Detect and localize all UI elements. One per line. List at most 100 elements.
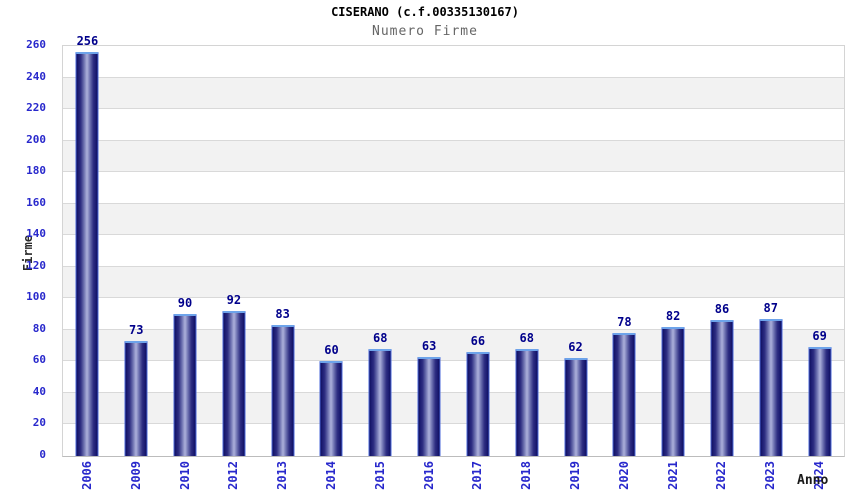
y-tick-label: 260 (26, 38, 46, 51)
x-tick-label: 2023 (763, 461, 778, 490)
bar (612, 333, 636, 456)
bar (466, 351, 490, 456)
bar-slot: 87 (746, 46, 795, 456)
bar-slot: 68 (502, 46, 551, 456)
bar-slot: 60 (307, 46, 356, 456)
gridline (63, 171, 844, 173)
gridline (63, 139, 844, 141)
bar-slot: 256 (63, 35, 112, 456)
x-tick-label: 2006 (79, 461, 94, 490)
x-tick-slot: 2023 (746, 456, 795, 500)
y-tick-label: 60 (32, 353, 46, 367)
x-tick-label: 2009 (128, 461, 143, 490)
x-tick-slot: 2019 (551, 456, 600, 500)
x-tick-slot: 2006 (63, 456, 112, 500)
chart-title: CISERANO (c.f.00335130167) (331, 5, 519, 19)
x-tick-slot: 2020 (600, 456, 649, 500)
plot-band (63, 77, 844, 110)
gridline (63, 202, 844, 204)
bar-value-label: 90 (177, 296, 193, 311)
bar (319, 361, 343, 456)
x-tick-label: 2021 (665, 461, 680, 490)
bar (173, 314, 197, 456)
bar-value-label: 256 (76, 34, 99, 49)
bar-value-label: 92 (226, 292, 242, 307)
bar-slot: 62 (551, 46, 600, 456)
bar-slot: 83 (258, 46, 307, 456)
bar-value-label: 60 (324, 343, 339, 358)
x-tick-slot: 2010 (161, 456, 210, 500)
bar-value-label: 66 (470, 333, 486, 348)
bar (75, 52, 99, 456)
plot-band (63, 46, 844, 78)
bar (222, 310, 246, 456)
bar-value-label: 68 (373, 330, 388, 345)
bar (564, 358, 588, 456)
gridline (63, 391, 844, 393)
bar (417, 356, 441, 456)
y-tick-label: 0 (39, 448, 46, 461)
gridline (63, 297, 844, 299)
x-tick-label: 2018 (519, 461, 534, 490)
x-tick-slot: 2017 (454, 456, 503, 500)
plot-band (63, 109, 844, 141)
x-tick-slot: 2015 (356, 456, 405, 500)
bar-slot: 73 (112, 46, 161, 456)
y-tick-label: 220 (26, 101, 46, 115)
plot-band (63, 235, 844, 267)
bar-slot: 66 (454, 46, 503, 456)
x-tick-label: 2014 (323, 461, 338, 490)
bar-slot: 68 (356, 46, 405, 456)
bar (271, 325, 295, 456)
bar (808, 347, 832, 456)
gridline (63, 423, 844, 425)
x-tick-slot: 2016 (405, 456, 454, 500)
bar-slot: 90 (161, 46, 210, 456)
bar-value-label: 86 (714, 302, 730, 317)
bar-value-label: 63 (421, 338, 437, 353)
gridline (63, 265, 844, 267)
x-tick-label: 2019 (568, 461, 583, 490)
y-axis-labels: 0 20 40 60 80 100 120 140 160 180 200 220 240 260 (0, 39, 55, 461)
bar-value-label: 83 (275, 307, 290, 322)
x-tick-slot: 2012 (209, 456, 258, 500)
x-tick-slot: 2013 (258, 456, 307, 500)
x-tick-label: 2016 (421, 461, 436, 490)
y-tick-label: 80 (32, 321, 46, 335)
bar-value-label: 68 (519, 330, 534, 345)
y-tick-label: 140 (26, 227, 46, 241)
y-tick-label: 120 (26, 258, 46, 272)
y-tick-label: 20 (32, 416, 46, 430)
bar-slot: 92 (209, 46, 258, 456)
gridline (63, 234, 844, 236)
bar-value-label: 87 (763, 300, 778, 315)
y-tick-label: 240 (26, 69, 46, 83)
y-tick-label: 200 (26, 132, 46, 146)
y-tick-label: 100 (26, 290, 46, 304)
bar (368, 348, 392, 456)
plot-band (63, 203, 844, 236)
y-tick-label: 40 (32, 384, 46, 398)
gridline (63, 360, 844, 362)
bar-value-label: 78 (617, 315, 632, 329)
bar-slot: 63 (405, 46, 454, 456)
x-tick-label: 2020 (616, 461, 631, 490)
bar-value-label: 69 (812, 329, 827, 344)
x-tick-label: 2022 (714, 461, 729, 490)
bar (759, 318, 783, 456)
bar-value-label: 73 (128, 322, 144, 337)
gridline (63, 76, 844, 78)
bar-series: 256 73 90 92 83 60 68 63 66 68 62 78 82 86 87 69 (63, 35, 844, 456)
plot-band (63, 140, 844, 173)
bar-value-label: 62 (568, 340, 583, 355)
x-tick-slot: 2009 (112, 456, 161, 500)
x-tick-label: 2015 (372, 461, 387, 490)
x-tick-slot: 2021 (649, 456, 698, 500)
bar-slot: 86 (698, 46, 747, 456)
chart-subtitle: Numero Firme (372, 24, 478, 39)
gridline (63, 328, 844, 330)
gridline (63, 108, 844, 110)
x-axis-labels: 2006 2009 2010 2012 2013 2014 2015 2016 2017 2018… (63, 456, 844, 500)
y-tick-label: 180 (26, 164, 46, 178)
